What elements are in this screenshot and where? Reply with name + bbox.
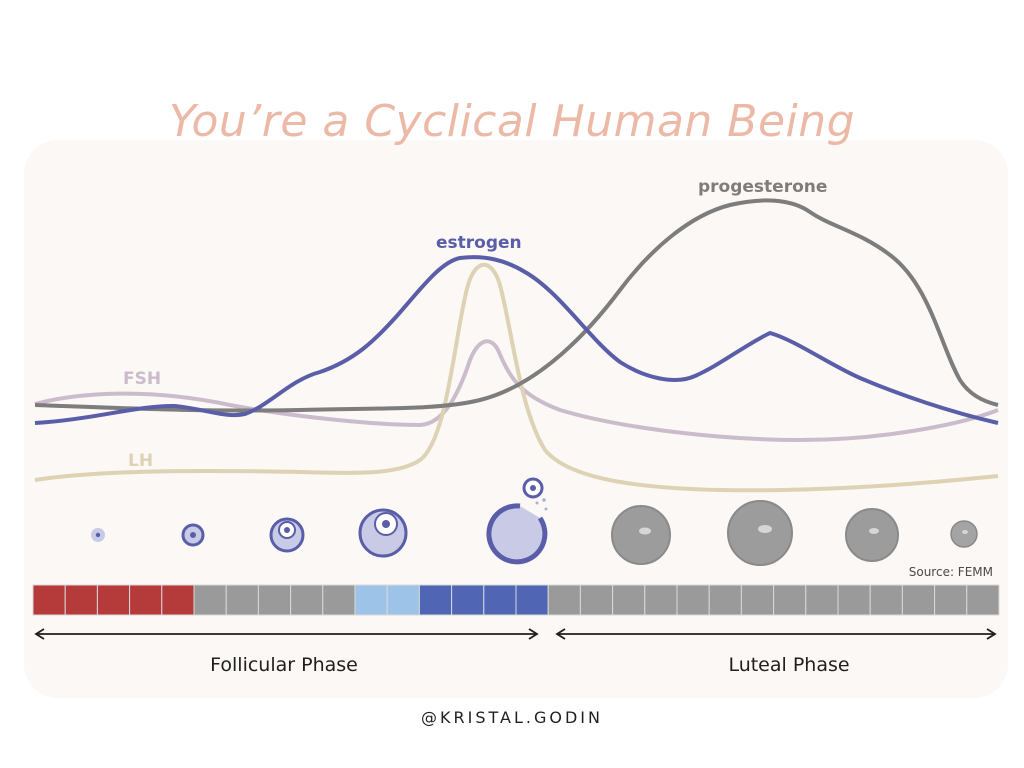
cycle-day-30 <box>966 584 1000 616</box>
cycle-day-7 <box>225 584 259 616</box>
cycle-day-11 <box>354 584 388 616</box>
estrogen-curve <box>34 255 999 425</box>
cycle-day-18 <box>579 584 614 616</box>
luteal-phase-arrow <box>555 628 997 640</box>
cycle-day-1 <box>32 584 66 616</box>
corpus-albicans <box>950 520 978 548</box>
cycle-day-21 <box>676 584 710 616</box>
lh-label: LH <box>128 451 153 471</box>
follicular-phase-arrow <box>34 628 539 640</box>
cycle-day-12 <box>386 584 420 616</box>
cycle-day-26 <box>837 584 871 616</box>
cycle-day-25 <box>805 584 839 616</box>
cycle-day-2 <box>64 584 98 616</box>
cycle-day-8 <box>257 584 292 616</box>
cycle-day-9 <box>290 584 324 616</box>
cycle-day-16 <box>515 584 549 616</box>
author-handle: @KRISTAL.GODIN <box>421 708 603 727</box>
cycle-day-13 <box>418 584 453 616</box>
follicle-1 <box>91 528 105 542</box>
progesterone-curve <box>34 198 999 413</box>
cycle-day-14 <box>451 584 485 616</box>
cycle-day-29 <box>934 584 968 616</box>
fsh-label: FSH <box>123 369 161 389</box>
source-credit: Source: FEMM <box>909 565 993 579</box>
corpus-luteum-3 <box>845 508 899 562</box>
cycle-day-23 <box>740 584 775 616</box>
follicular-phase-label: Follicular Phase <box>210 654 358 676</box>
ovulating-follicle <box>486 477 548 565</box>
estrogen-label: estrogen <box>436 233 522 253</box>
follicle-3 <box>269 517 305 553</box>
cycle-day-4 <box>129 584 163 616</box>
cycle-day-6 <box>193 584 227 616</box>
cycle-day-3 <box>96 584 131 616</box>
follicle-2 <box>181 523 205 547</box>
corpus-luteum-2 <box>727 500 793 566</box>
cycle-day-19 <box>612 584 646 616</box>
cycle-day-24 <box>773 584 807 616</box>
cycle-day-strip <box>32 584 1000 616</box>
cycle-day-22 <box>708 584 742 616</box>
page-title: You’re a Cyclical Human Being <box>168 96 856 147</box>
lh-curve <box>34 263 999 493</box>
cycle-day-28 <box>901 584 936 616</box>
cycle-day-15 <box>483 584 517 616</box>
cycle-day-20 <box>644 584 678 616</box>
follicle-4 <box>358 508 408 558</box>
cycle-day-5 <box>161 584 195 616</box>
cycle-day-17 <box>547 584 581 616</box>
corpus-luteum-1 <box>611 505 671 565</box>
luteal-phase-label: Luteal Phase <box>728 654 849 676</box>
cycle-day-27 <box>869 584 903 616</box>
cycle-day-10 <box>322 584 356 616</box>
progesterone-label: progesterone <box>698 177 827 197</box>
fsh-curve <box>34 339 999 443</box>
